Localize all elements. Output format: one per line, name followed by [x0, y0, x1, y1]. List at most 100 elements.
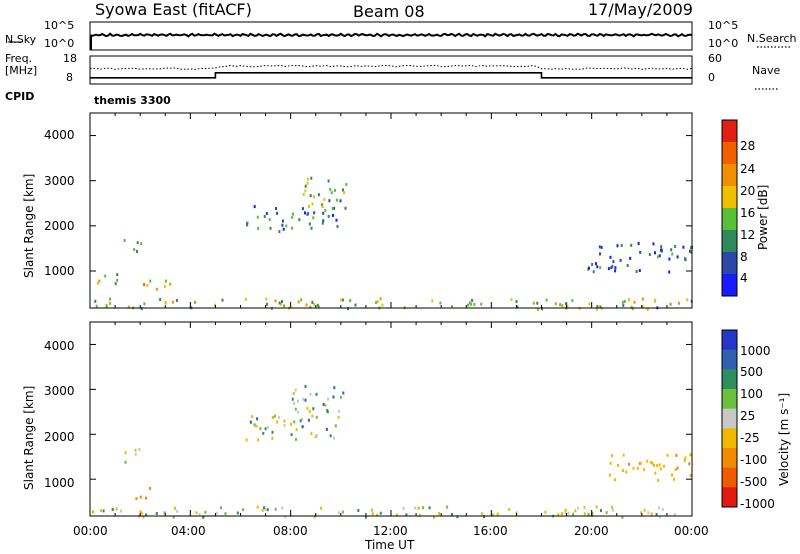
velocity-cell	[142, 515, 145, 519]
velocity-cell	[595, 505, 598, 509]
velocity-cell	[564, 511, 567, 515]
power-cell	[105, 304, 108, 308]
velocity-cell	[313, 515, 316, 519]
velocity-cell	[262, 431, 265, 435]
velocity-cell	[264, 427, 267, 431]
velocity-cell	[155, 512, 158, 515]
power-cell	[104, 274, 107, 278]
velocity-axes	[89, 321, 693, 517]
power-cell	[629, 256, 632, 260]
power-cell	[313, 302, 316, 306]
power-cell	[140, 242, 143, 246]
power-cell	[349, 299, 352, 303]
velocity-ylabel: Slant Range [km]	[22, 385, 36, 490]
velocity-cell	[304, 385, 307, 388]
power-cell	[321, 221, 324, 225]
power-colorbar-segment	[722, 252, 737, 275]
power-cell	[596, 305, 599, 308]
nave-label: Nave	[752, 64, 781, 77]
power-cell	[676, 255, 679, 259]
power-cb-tick-24: 24	[740, 162, 756, 176]
power-cell	[169, 282, 172, 286]
velocity-cell	[224, 512, 227, 516]
velocity-cell	[611, 454, 613, 458]
power-cell	[345, 183, 348, 186]
frequency-series-line	[90, 72, 692, 79]
power-cell	[431, 299, 434, 303]
velocity-cell	[308, 410, 311, 414]
power-cell	[669, 302, 672, 306]
power-cell	[291, 226, 294, 230]
velocity-region	[124, 448, 141, 464]
velocity-cell	[483, 515, 485, 519]
power-colorbar-segment	[722, 274, 737, 297]
power-cell	[140, 307, 143, 311]
power-cell	[654, 299, 656, 303]
power-cell	[541, 307, 543, 311]
noise-left-tick-low: 10^0	[44, 37, 75, 50]
velocity-cell	[671, 473, 673, 477]
velocity-cell	[689, 453, 692, 457]
axes-frames	[8, 21, 693, 517]
power-cell	[354, 303, 357, 307]
power-cell	[623, 300, 626, 303]
velocity-cell	[334, 424, 337, 428]
power-cell	[95, 304, 98, 308]
power-cell	[310, 176, 313, 180]
xtick-0800: 08:00	[273, 524, 308, 538]
xtick-2400: 00:00	[674, 524, 709, 538]
velocity-cell	[198, 513, 201, 517]
velocity-cell	[325, 427, 328, 431]
power-cell	[127, 305, 130, 309]
velocity-cell	[327, 397, 330, 401]
xlabel: Time UT	[365, 538, 415, 552]
velocity-cell	[304, 398, 307, 402]
power-cell	[677, 301, 680, 305]
power-cell	[323, 197, 326, 201]
power-cell	[376, 300, 379, 303]
velocity-cell	[315, 434, 318, 438]
power-region	[123, 239, 143, 253]
power-cell	[646, 307, 649, 311]
power-cell	[633, 300, 636, 304]
velocity-cell	[674, 468, 677, 472]
power-cell	[327, 214, 330, 218]
power-cell	[656, 255, 659, 259]
power-cb-tick-20: 20	[740, 184, 756, 198]
power-cell	[626, 264, 629, 267]
power-cell	[381, 303, 384, 307]
velocity-cell	[567, 511, 570, 515]
power-cell	[221, 298, 224, 302]
velocity-region	[135, 486, 151, 501]
velocity-cell	[251, 415, 254, 419]
power-cell	[595, 262, 597, 266]
power-cell	[467, 303, 470, 307]
velocity-cell	[99, 509, 102, 513]
velocity-cell	[646, 459, 649, 463]
power-cell	[146, 283, 149, 287]
power-cb-tick-16: 16	[740, 206, 756, 220]
power-cell	[116, 278, 119, 282]
power-cell	[281, 223, 284, 227]
velocity-cell	[256, 505, 259, 509]
power-cell	[304, 184, 307, 188]
power-ytick-4000: 4000	[44, 128, 75, 142]
power-cell	[331, 207, 334, 210]
noise-left-tick-high: 10^5	[44, 19, 75, 32]
velocity-cell	[295, 428, 298, 432]
power-cell	[335, 198, 338, 202]
velocity-cell	[320, 506, 323, 510]
power-cell	[244, 297, 247, 301]
power-cell	[619, 258, 622, 262]
velocity-cell	[245, 438, 248, 442]
power-cell	[304, 211, 306, 215]
power-cb-tick-8: 8	[740, 250, 748, 264]
velocity-cell	[102, 509, 105, 513]
velocity-cb-label: Velocity [m s⁻¹]	[777, 392, 791, 486]
velocity-cell	[609, 461, 612, 465]
power-cell	[470, 302, 472, 306]
velocity-cell	[647, 511, 650, 515]
power-cell	[285, 224, 288, 228]
velocity-cell	[332, 395, 335, 399]
power-ytick-3000: 3000	[44, 174, 75, 188]
